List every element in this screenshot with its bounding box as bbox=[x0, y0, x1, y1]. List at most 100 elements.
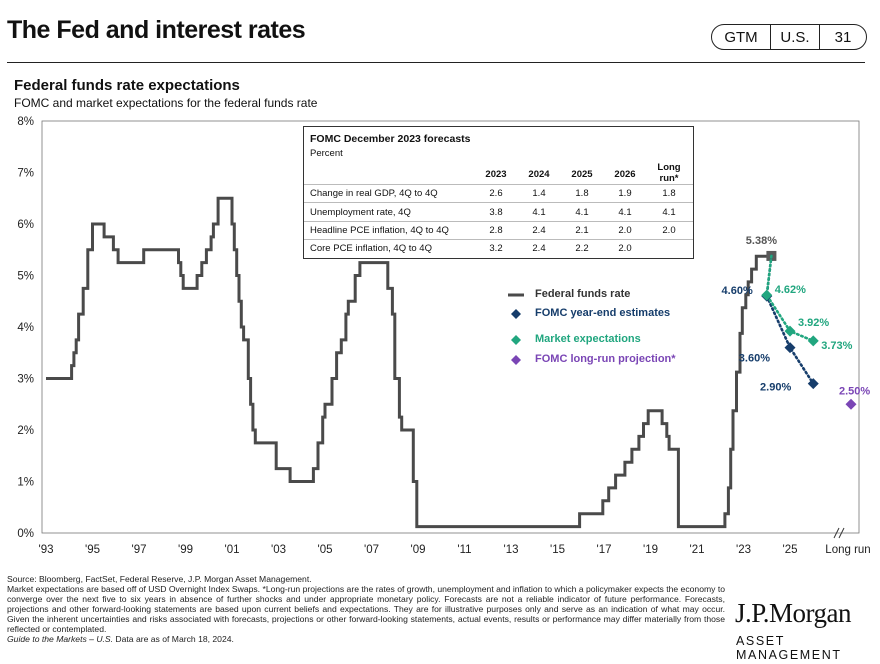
axis-break-mark bbox=[838, 527, 845, 539]
table-cell: 4.1 bbox=[662, 207, 676, 218]
table-cell: 2.0 bbox=[618, 225, 632, 236]
market-expectation-label: 4.62% bbox=[775, 284, 806, 296]
table-cell: 2.0 bbox=[662, 225, 676, 236]
table-row-label: Headline PCE inflation, 4Q to 4Q bbox=[310, 225, 449, 236]
table-header: 2024 bbox=[528, 169, 550, 180]
legend-fomc: FOMC year-end estimates bbox=[535, 307, 671, 319]
x-tick-label: '21 bbox=[690, 544, 705, 556]
y-tick-label: 3% bbox=[17, 374, 34, 386]
table-cell: 2.4 bbox=[532, 243, 546, 254]
table-cell: 2.4 bbox=[532, 225, 546, 236]
tag-page-number: 31 bbox=[834, 28, 852, 46]
guide-tag: GTM U.S. 31 bbox=[711, 24, 867, 50]
y-tick-label: 1% bbox=[17, 477, 34, 489]
table-title: FOMC December 2023 forecasts bbox=[310, 133, 471, 145]
chart-subtitle: FOMC and market expectations for the fed… bbox=[14, 96, 318, 110]
table-divider bbox=[304, 239, 693, 240]
market-dotted-line bbox=[765, 254, 815, 343]
y-tick-label: 4% bbox=[17, 322, 34, 334]
y-tick-label: 6% bbox=[17, 219, 34, 231]
fomc-estimate-label: 4.60% bbox=[722, 285, 753, 297]
chart-title: Federal funds rate expectations bbox=[14, 77, 240, 94]
table-cell: 1.8 bbox=[575, 188, 589, 199]
market-expectation-point bbox=[761, 289, 773, 301]
page-title: The Fed and interest rates bbox=[7, 16, 306, 44]
legend-market: Market expectations bbox=[535, 333, 641, 345]
table-cell: 3.8 bbox=[489, 207, 503, 218]
table-cell: 2.6 bbox=[489, 188, 503, 199]
footnotes: Source: Bloomberg, FactSet, Federal Rese… bbox=[7, 574, 725, 644]
table-row-label: Core PCE inflation, 4Q to 4Q bbox=[310, 243, 432, 254]
legend-longrun-swatch bbox=[511, 355, 521, 365]
x-tick-label: '09 bbox=[411, 544, 426, 556]
market-expectation-label: 3.73% bbox=[821, 340, 852, 352]
market-expectation-label: 3.92% bbox=[798, 317, 829, 329]
footnote-date: Guide to the Markets – U.S. Data are as … bbox=[7, 634, 725, 644]
x-tick-label: '99 bbox=[178, 544, 193, 556]
fomc-estimate-point bbox=[807, 378, 819, 390]
table-unit: Percent bbox=[310, 148, 343, 159]
x-tick-label: '93 bbox=[39, 544, 54, 556]
x-tick-label: '13 bbox=[504, 544, 519, 556]
x-tick-label: '07 bbox=[364, 544, 379, 556]
table-header: Long run* bbox=[657, 162, 681, 184]
footnote-body: Market expectations are based off of USD… bbox=[7, 584, 725, 634]
table-cell: 2.2 bbox=[575, 243, 589, 254]
x-tick-label: '03 bbox=[271, 544, 286, 556]
table-divider bbox=[304, 221, 693, 222]
legend-fomc-swatch bbox=[511, 309, 521, 319]
table-divider bbox=[304, 202, 693, 203]
table-cell: 1.8 bbox=[662, 188, 676, 199]
fomc-estimate-label: 3.60% bbox=[739, 353, 770, 365]
table-header: 2026 bbox=[614, 169, 636, 180]
table-header: 2023 bbox=[485, 169, 507, 180]
table-cell: 4.1 bbox=[575, 207, 589, 218]
market-expectation-point bbox=[784, 325, 796, 337]
jpmorgan-logo: J.P.Morgan bbox=[735, 598, 852, 628]
x-tick-label: Long run bbox=[825, 544, 870, 556]
y-tick-label: 2% bbox=[17, 425, 34, 437]
logo-subtitle: ASSET MANAGEMENT bbox=[736, 634, 842, 662]
y-tick-label: 0% bbox=[17, 528, 34, 540]
footnote-gtm: Guide to the Markets – U.S. bbox=[7, 634, 114, 644]
y-tick-label: 5% bbox=[17, 271, 34, 283]
x-tick-label: '05 bbox=[318, 544, 333, 556]
tag-gtm: GTM bbox=[712, 25, 771, 49]
table-cell: 1.4 bbox=[532, 188, 546, 199]
fomc-forecast-table: FOMC December 2023 forecasts Percent 202… bbox=[303, 126, 694, 259]
plot-frame bbox=[41, 120, 860, 534]
table-header: 2025 bbox=[571, 169, 593, 180]
y-tick-label: 7% bbox=[17, 168, 34, 180]
axis-break-mark bbox=[833, 527, 840, 539]
table-cell: 1.9 bbox=[618, 188, 632, 199]
footnote-asof: Data are as of March 18, 2024. bbox=[113, 634, 234, 644]
table-cell: 2.8 bbox=[489, 225, 503, 236]
x-tick-label: '17 bbox=[597, 544, 612, 556]
current-rate-label: 5.38% bbox=[746, 235, 777, 247]
legend-longrun: FOMC long-run projection* bbox=[535, 353, 676, 365]
x-tick-label: '19 bbox=[643, 544, 658, 556]
longrun-projection-point bbox=[845, 398, 857, 410]
y-tick-label: 8% bbox=[17, 116, 34, 128]
table-row-label: Unemployment rate, 4Q bbox=[310, 207, 411, 218]
x-tick-label: '23 bbox=[736, 544, 751, 556]
x-tick-label: '97 bbox=[132, 544, 147, 556]
x-tick-label: '25 bbox=[783, 544, 798, 556]
footnote-source: Source: Bloomberg, FactSet, Federal Rese… bbox=[7, 574, 312, 584]
tag-region: U.S. bbox=[771, 25, 820, 49]
x-tick-label: '15 bbox=[550, 544, 565, 556]
table-cell: 4.1 bbox=[532, 207, 546, 218]
table-divider bbox=[304, 184, 693, 185]
fed-funds-line bbox=[46, 196, 772, 529]
longrun-projection-label: 2.50% bbox=[839, 385, 870, 397]
x-tick-label: '95 bbox=[85, 544, 100, 556]
fomc-estimate-point bbox=[784, 342, 796, 354]
market-expectation-point bbox=[807, 335, 819, 347]
table-cell: 2.0 bbox=[618, 243, 632, 254]
title-divider bbox=[7, 62, 865, 63]
x-tick-label: '01 bbox=[225, 544, 240, 556]
x-tick-label: '11 bbox=[457, 544, 471, 556]
legend-fed-funds: Federal funds rate bbox=[535, 288, 631, 300]
table-row-label: Change in real GDP, 4Q to 4Q bbox=[310, 188, 438, 199]
